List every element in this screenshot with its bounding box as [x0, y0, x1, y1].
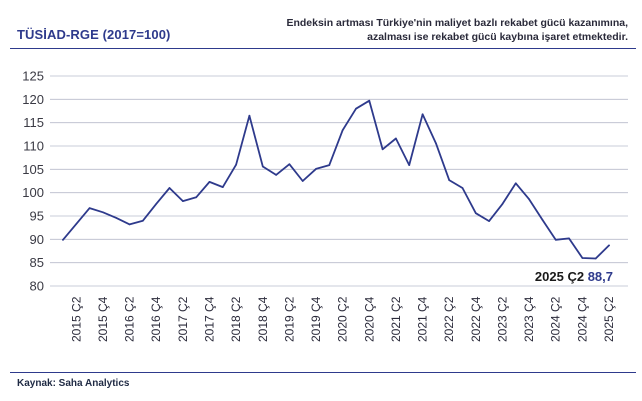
data-point: [261, 165, 264, 168]
source-note: Kaynak: Saha Analytics: [17, 378, 130, 389]
last-value-number: 88,7: [588, 269, 613, 284]
x-tick-label: 2021 Ç4: [416, 296, 430, 342]
x-tick-label: 2015 Ç4: [96, 296, 110, 342]
data-point: [554, 239, 557, 241]
data-point: [355, 107, 357, 110]
data-point: [88, 207, 91, 209]
data-point: [102, 211, 104, 214]
x-tick-label: 2024 Ç4: [575, 296, 589, 342]
data-point: [315, 168, 317, 170]
data-point: [594, 257, 597, 260]
data-point: [115, 217, 118, 219]
x-tick-label: 2020 Ç4: [362, 296, 376, 342]
data-point: [222, 186, 224, 188]
series-line: [62, 99, 610, 260]
x-tick-label: 2016 Ç2: [123, 296, 137, 342]
data-point: [541, 218, 544, 221]
data-point: [608, 244, 610, 247]
data-point: [328, 164, 331, 166]
data-point: [421, 113, 424, 116]
data-point: [168, 187, 171, 189]
data-point: [581, 257, 584, 259]
x-tick-label: 2022 Ç2: [442, 296, 456, 342]
x-tick-label: 2019 Ç4: [309, 296, 323, 342]
y-tick-label: 80: [30, 279, 44, 294]
data-point: [408, 164, 411, 166]
data-point: [368, 99, 371, 102]
data-point: [341, 129, 344, 131]
x-tick-label: 2022 Ç4: [469, 296, 483, 342]
y-tick-label: 90: [30, 232, 44, 247]
x-tick-label: 2020 Ç2: [336, 296, 350, 342]
data-point: [461, 187, 464, 189]
chart-note-line-2: azalması ise rekabet gücü kaybına işaret…: [367, 31, 628, 43]
data-point: [235, 163, 237, 166]
y-tick-label: 100: [22, 185, 44, 200]
x-tick-label: 2015 Ç2: [69, 296, 83, 342]
y-tick-label: 115: [23, 115, 44, 130]
data-point: [568, 237, 570, 240]
data-point: [448, 179, 450, 181]
data-point: [275, 174, 277, 176]
footer-divider: [10, 372, 636, 373]
data-point: [142, 219, 144, 222]
data-point: [381, 148, 384, 151]
chart-title: TÜSİAD-RGE (2017=100): [17, 27, 171, 42]
series-layer: [62, 99, 610, 260]
data-point: [301, 180, 304, 182]
data-point: [395, 137, 397, 140]
x-tick-label: 2018 Ç4: [256, 296, 270, 342]
y-tick-label: 125: [22, 69, 44, 84]
y-tick-label: 85: [30, 255, 44, 270]
data-point: [182, 200, 184, 202]
y-axis-ticks: 80 85 90 95 100 105 110 115 120 125: [22, 69, 44, 294]
y-tick-label: 95: [30, 209, 44, 224]
x-axis-ticks: 2015 Ç2 2015 Ç4 2016 Ç2 2016 Ç4 2017 Ç2 2017 …: [69, 296, 616, 342]
data-point: [475, 212, 477, 214]
data-point: [528, 198, 530, 200]
data-point: [514, 182, 517, 185]
x-tick-label: 2017 Ç2: [176, 296, 190, 342]
data-point: [208, 181, 211, 183]
data-point: [488, 220, 490, 222]
x-tick-label: 2025 Ç2: [602, 296, 616, 342]
last-value-label: 2025 Ç2 88,7: [535, 269, 613, 284]
data-point: [62, 239, 64, 241]
x-tick-label: 2023 Ç4: [522, 296, 536, 342]
x-tick-label: 2024 Ç2: [549, 296, 563, 342]
data-point: [195, 196, 197, 199]
x-tick-label: 2016 Ç4: [149, 296, 163, 342]
data-point: [501, 203, 504, 205]
y-tick-label: 105: [22, 162, 44, 177]
x-tick-label: 2019 Ç2: [282, 296, 296, 342]
x-tick-label: 2018 Ç2: [229, 296, 243, 342]
last-value-annotation: 2025 Ç2 88,7: [535, 269, 613, 284]
data-point: [288, 163, 291, 165]
y-tick-label: 110: [23, 139, 44, 154]
header-divider: [10, 48, 636, 49]
data-point: [75, 223, 78, 225]
x-tick-label: 2017 Ç4: [202, 296, 216, 342]
chart-note: Endeksin artması Türkiye'nin maliyet baz…: [268, 16, 628, 44]
data-point: [435, 142, 437, 144]
x-tick-label: 2021 Ç2: [389, 296, 403, 342]
data-point: [248, 114, 251, 117]
last-value-period: 2025 Ç2: [535, 269, 588, 284]
grid-layer: [50, 75, 628, 287]
x-tick-label: 2023 Ç2: [495, 296, 509, 342]
data-point: [155, 203, 158, 205]
data-point: [128, 223, 131, 226]
chart-note-line-1: Endeksin artması Türkiye'nin maliyet baz…: [286, 17, 628, 29]
y-tick-label: 120: [22, 92, 44, 107]
